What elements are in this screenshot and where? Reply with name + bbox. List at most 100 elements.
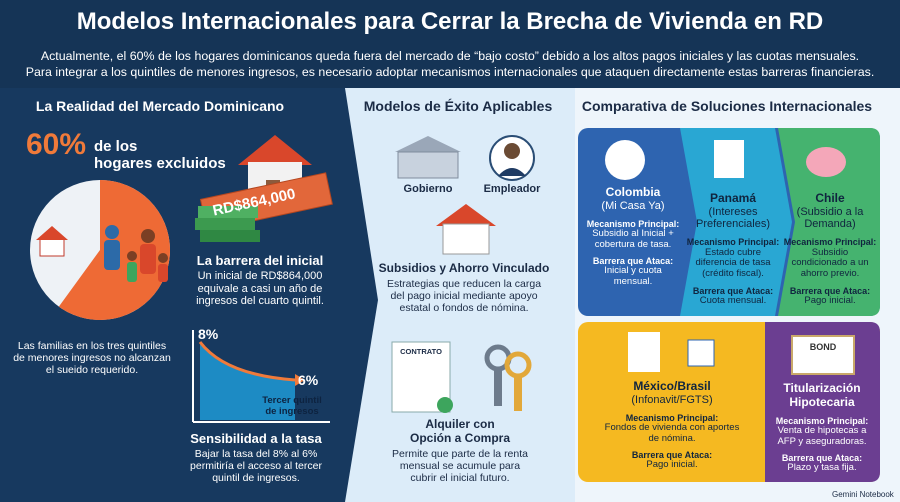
card-barrier: Pago inicial. [804,294,856,307]
bond-label: BOND [809,342,837,352]
text-line: condicionado a un [791,257,869,269]
card-barrier-label: Barrera que Ataca: [592,255,674,266]
document-icon [714,140,744,178]
sensitivity-text: Bajar la tasa del 8% al 6% permitiría el … [190,448,322,484]
subsidy-title: Subsidios y Ahorro Vinculado [378,261,550,275]
card-barrier-label: Barrera que Ataca: [631,449,713,460]
text-line: Estado cubre [705,246,761,258]
flag-icon [605,140,645,180]
card-panama [680,128,792,316]
house-roof [238,135,312,165]
text-line: ingresos del cuarto quintil. [196,295,324,308]
employer-head [504,143,520,159]
family-icon [104,225,168,282]
headline-text: de los hogares excluidos [26,138,226,172]
text-line: el sueido requerido. [45,364,139,377]
text-line: Fondos de vivienda con aportes [604,421,740,433]
card-barrier: Inicial y cuota mensual. [604,265,662,288]
text-line: cubrir el inicial futuro. [410,472,510,485]
child-body [158,264,168,282]
employer-label: Empleador [483,183,541,195]
house-icon [687,339,715,367]
card-mechanism-label: Mecanismo Principal: [783,237,877,248]
employer-body [498,168,526,176]
rate-end: 6% [298,372,319,388]
text-line: Hipotecaria [789,394,855,409]
card-mechanism: Subsidio condicionado a un ahorro previo. [791,246,869,281]
card-barrier-label: Barrera que Ataca: [692,285,774,296]
card-barrier: Plazo y tasa fija. [787,462,856,474]
text-line: permitiría el acceso al tercer [190,460,322,473]
child-head [127,251,137,261]
rate-area [200,342,295,420]
piggy-icon [806,147,846,177]
text-line: Inicial y cuota [604,265,662,277]
text-line: Pago inicial. [646,459,698,471]
section-title: La Realidad del Mercado Dominicano [35,98,285,114]
text-line: de los [94,138,138,155]
text-line: quintil de ingresos. [212,472,300,485]
text-line: diferencia de tasa [695,257,771,269]
text-line: Subsidio [811,246,849,258]
contract-seal [437,397,453,413]
house-roof [36,226,68,240]
card-chile [778,128,880,316]
money-bill [195,218,255,230]
text-line: AFP y aseguradoras. [777,435,867,447]
card-mechanism: Subsidio al Inicial + cobertura de tasa. [592,228,674,251]
card-mechanism: Estado cubre diferencia de tasa (crédito f… [695,246,771,281]
barrier-text: Un inicial de RD$864,000 equivale a casi … [196,270,324,308]
card-barrier-label: Barrera que Ataca: [789,285,871,296]
money-bill [198,206,258,218]
text-line: Un inicial de RD$864,000 [197,270,323,282]
text-line: (Intereses [708,205,758,218]
barrier-title: La barrera del inicial [196,253,324,268]
rate-curve [198,341,296,382]
key [494,368,502,406]
card-country: Chile [815,191,844,206]
card-program: (Intereses Preferenciales) [696,206,770,231]
section-title: Modelos de Éxito Aplicables [363,98,553,114]
card-mechanism: Fondos de vivienda con aportes de nómina. [604,421,740,445]
text-line: mensual. [613,276,653,288]
text-line: (crédito fiscal). [702,268,764,280]
text-line: estatal o fondos de nómina. [399,302,529,315]
money-bill [200,230,260,242]
rent-title: Alquiler con Opción a Compra [409,417,511,446]
headline-pct: 60% [26,128,87,161]
gov-roof [395,136,461,152]
text-line: Cuota mensual. [699,294,767,306]
header-bg [0,0,900,88]
text-line: (Mi Casa Ya) [601,199,665,212]
title: Modelos Internacionales para Cerrar la B… [76,8,824,35]
card-mechanism-label: Mecanismo Principal: [686,237,780,248]
text-line: Opción a Compra [409,430,511,445]
card-mechanism: Venta de hipotecas a AFP y aseguradoras. [777,425,867,448]
card-country: México/Brasil [633,379,711,394]
text-line: Alquiler con [425,417,495,431]
text-line: Bajar la tasa del 8% al 6% [194,448,318,460]
sensitivity-title: Sensibilidad a la tasa [190,431,322,446]
house-wall [442,223,490,255]
card-mechanism-label: Mecanismo Principal: [586,218,680,229]
text-line: equivale a casi un año de [197,282,323,295]
text-line: Demanda) [804,218,856,231]
text-line: hogares excluidos [94,155,226,172]
text-line: del pago inicial mediante apoyo [390,290,538,303]
text-line: ahorro previo. [800,268,860,280]
text-line: México/Brasil [633,379,711,393]
bond-icon [791,335,855,375]
text-line: de nómina. [648,432,696,444]
child-body [127,262,137,282]
card-program: (Subsidio a la Demanda) [797,206,864,231]
card-barrier: Cuota mensual. [699,294,767,307]
text-line: (Infonavit/FGTS) [631,393,713,406]
text-line: mensual se acumule para [399,460,521,473]
card-mechanism-label: Mecanismo Principal: [775,415,869,426]
text-line: Para integrar a los quintiles de menores… [25,65,875,79]
person-body [140,244,156,274]
text-line: Pago inicial. [804,294,856,306]
